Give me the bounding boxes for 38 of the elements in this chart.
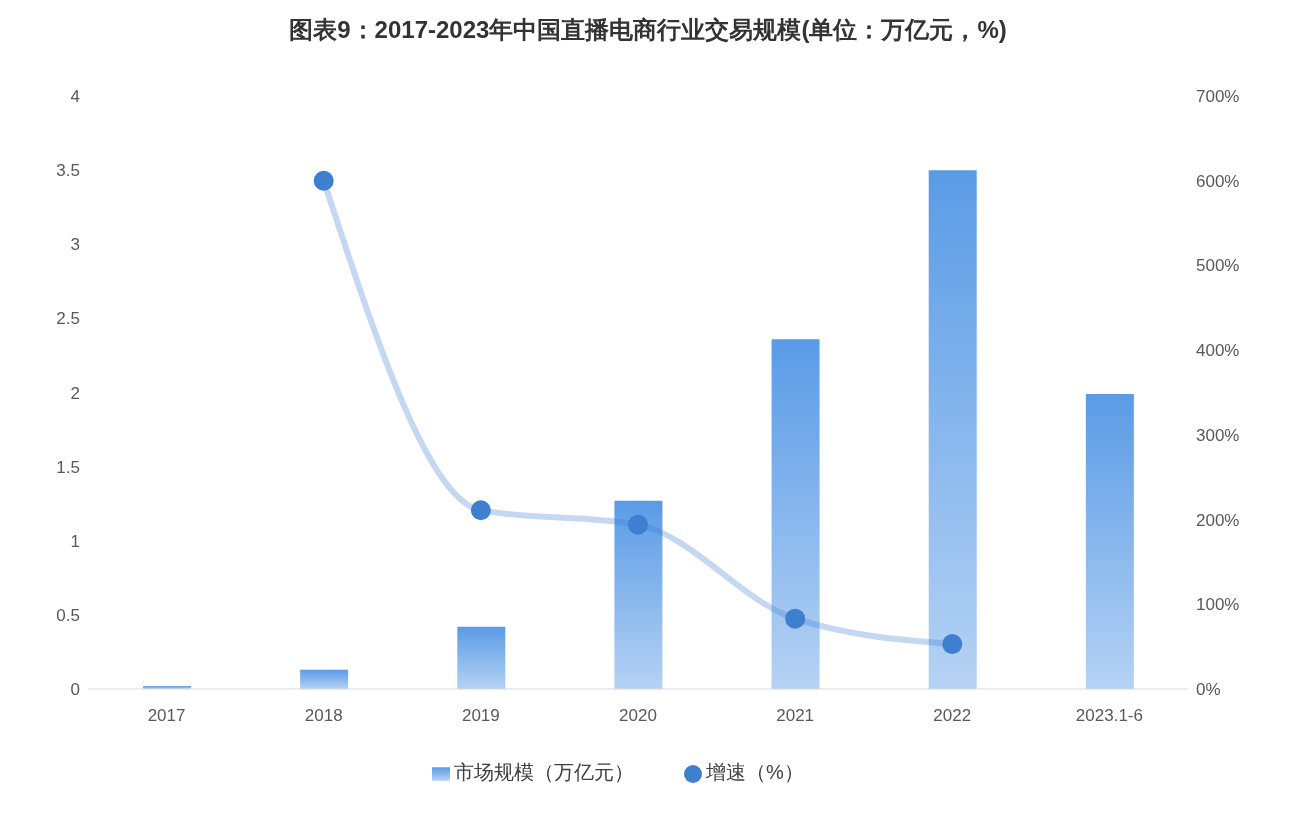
- y2-tick-label: 300%: [1196, 425, 1240, 445]
- y-tick-label: 1: [70, 531, 80, 551]
- bar: [300, 669, 349, 689]
- point: [313, 170, 334, 191]
- y-tick-label: 3.5: [56, 161, 80, 181]
- legend-label: 市场规模（万亿元）: [454, 761, 635, 783]
- y2-tick-label: 100%: [1196, 595, 1240, 615]
- y-tick-label: 1.5: [56, 457, 80, 477]
- y-tick-label: 2.5: [56, 309, 80, 329]
- point: [470, 500, 491, 521]
- chart-title: 图表9：2017-2023年中国直播电商行业交易规模(单位：万亿元，%): [288, 15, 1008, 45]
- y2-tick-label: 600%: [1196, 171, 1240, 191]
- x-tick-label: 2019: [461, 706, 500, 726]
- x-tick-label: 2020: [619, 706, 657, 726]
- x-tick-label: 2021: [776, 706, 815, 726]
- y2-tick-label: 400%: [1196, 341, 1240, 361]
- point: [942, 634, 963, 655]
- point: [785, 608, 806, 629]
- y-tick-label: 0: [70, 680, 80, 700]
- bar: [1085, 393, 1134, 689]
- bar: [457, 626, 506, 689]
- y2-tick-label: 200%: [1196, 510, 1240, 530]
- point: [628, 514, 648, 535]
- bar: [928, 170, 977, 689]
- y-tick-label: 0.5: [56, 605, 80, 625]
- y2-tick-label: 500%: [1196, 256, 1240, 276]
- x-tick-label: 2017: [147, 706, 186, 726]
- legend-label: 增速（%）: [706, 761, 804, 783]
- x-tick-label: 2022: [933, 706, 972, 726]
- y-tick-label: 4: [70, 87, 80, 107]
- x-tick-label: 2023.1-6: [1075, 706, 1143, 726]
- bar: [614, 500, 663, 689]
- y-tick-label: 2: [70, 383, 80, 403]
- y2-tick-label: 700%: [1196, 87, 1240, 107]
- y-tick-label: 3: [70, 235, 80, 255]
- y2-tick-label: 0%: [1196, 680, 1221, 700]
- x-tick-label: 2018: [304, 706, 343, 726]
- bar: [771, 339, 820, 689]
